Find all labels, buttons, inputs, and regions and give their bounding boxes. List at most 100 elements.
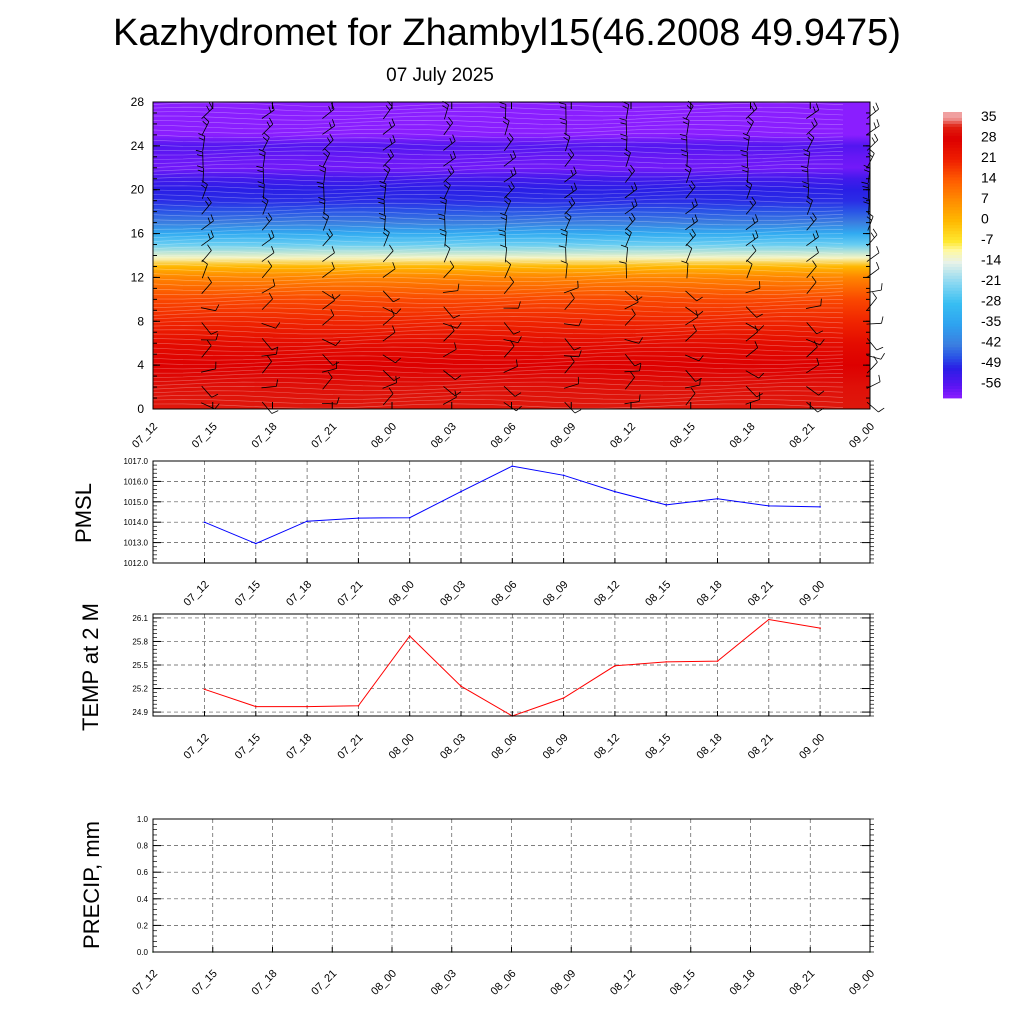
wind-barb (322, 252, 335, 262)
wind-barb (685, 393, 696, 406)
chart-subtitle: 07 July 2025 (386, 65, 494, 86)
wind-barb (565, 247, 567, 263)
wind-barb (563, 383, 579, 389)
wind-barb (261, 401, 273, 414)
wind-barb (261, 266, 273, 279)
wind-barb (806, 346, 818, 358)
wind-barb (503, 281, 515, 295)
wind-barb (866, 125, 880, 135)
wind-barb (201, 220, 214, 231)
colorbar-label: 21 (981, 149, 997, 165)
wind-barb (564, 361, 575, 374)
wind-barb (444, 231, 447, 247)
y-tick-label: 16 (131, 227, 145, 241)
x-tick-label: 08_12 (608, 968, 638, 998)
wind-barb (745, 322, 760, 331)
wind-barb (806, 338, 821, 346)
wind-barb (685, 290, 697, 302)
wind-barb (624, 339, 640, 344)
colorbar-label: 7 (981, 190, 989, 206)
wind-barb (201, 184, 208, 199)
y-tick-label: 20 (131, 183, 145, 197)
wind-barb (806, 364, 820, 374)
wind-barb (745, 287, 761, 294)
wind-barb (745, 202, 757, 215)
wind-barb (806, 200, 813, 215)
wind-barb (745, 236, 759, 247)
data-point (716, 497, 719, 500)
wind-barb (686, 263, 689, 279)
wind-barb (322, 300, 335, 310)
wind-barb (322, 153, 331, 167)
wind-barb (866, 322, 882, 325)
wind-barb (564, 172, 577, 183)
data-point (255, 705, 257, 708)
wind-barb (503, 187, 515, 199)
x-tick-label: 08_03 (429, 968, 459, 998)
wind-barb (565, 120, 567, 136)
wind-barb (443, 370, 456, 381)
wind-barb (866, 108, 879, 119)
wind-barb (442, 323, 458, 329)
wind-barb (382, 250, 394, 263)
wind-barb (625, 152, 631, 168)
wind-barb (746, 136, 750, 152)
wind-barb (443, 396, 457, 405)
wind-barb (201, 282, 212, 294)
data-point (357, 705, 360, 707)
wind-barb (261, 361, 272, 374)
wind-barb (624, 170, 635, 183)
wind-barb (866, 252, 880, 262)
wind-barb (745, 399, 760, 405)
wind-barb (261, 353, 277, 357)
wind-barb (624, 370, 640, 373)
y-tick-label: 0 (137, 402, 144, 416)
y-tick-label: 1013.0 (124, 539, 149, 548)
data-point (562, 697, 565, 699)
wind-barb (322, 290, 336, 300)
wind-barb (444, 215, 446, 231)
wind-barb (322, 354, 334, 366)
wind-barb (261, 386, 277, 389)
wind-barb (201, 250, 212, 263)
data-point (255, 542, 257, 545)
wind-barb (262, 200, 269, 215)
data-point (819, 627, 821, 629)
wind-barb (565, 136, 571, 152)
wind-barb (382, 155, 394, 167)
wind-barb (625, 263, 627, 279)
wind-barb (383, 169, 391, 183)
y-tick-label: 0.6 (137, 868, 149, 877)
wind-barb (624, 188, 638, 199)
chart-title: Kazhydromet for Zhambyl15(46.2008 49.947… (113, 12, 901, 54)
wind-barb (201, 263, 208, 279)
wind-barb (201, 345, 212, 358)
wind-barb (564, 154, 575, 167)
wind-barb (382, 393, 394, 406)
wind-barb (322, 139, 334, 151)
x-tick-label: 07_15 (190, 968, 220, 998)
y-tick-label: 0.2 (137, 921, 149, 930)
data-point (768, 618, 770, 621)
y-tick-label: 1017.0 (124, 457, 149, 466)
wind-barb (866, 289, 882, 293)
y-tick-label: 1012.0 (124, 559, 149, 568)
wind-barb (444, 104, 449, 120)
wind-barb (563, 287, 579, 294)
wind-barb (201, 121, 210, 136)
wind-barb (382, 290, 394, 303)
wind-barb (866, 297, 877, 310)
wind-barb (563, 355, 580, 358)
wind-barb (685, 204, 698, 215)
wind-barb (443, 348, 457, 358)
wind-barb (806, 281, 817, 295)
wind-barb (625, 247, 628, 263)
wind-barb (201, 202, 212, 215)
data-point (614, 665, 616, 667)
x-tick-label: 09_00 (847, 968, 877, 998)
wind-barb (322, 108, 335, 119)
wind-barb (442, 290, 458, 293)
x-tick-label: 07_18 (250, 968, 280, 998)
wind-barb (806, 218, 817, 231)
